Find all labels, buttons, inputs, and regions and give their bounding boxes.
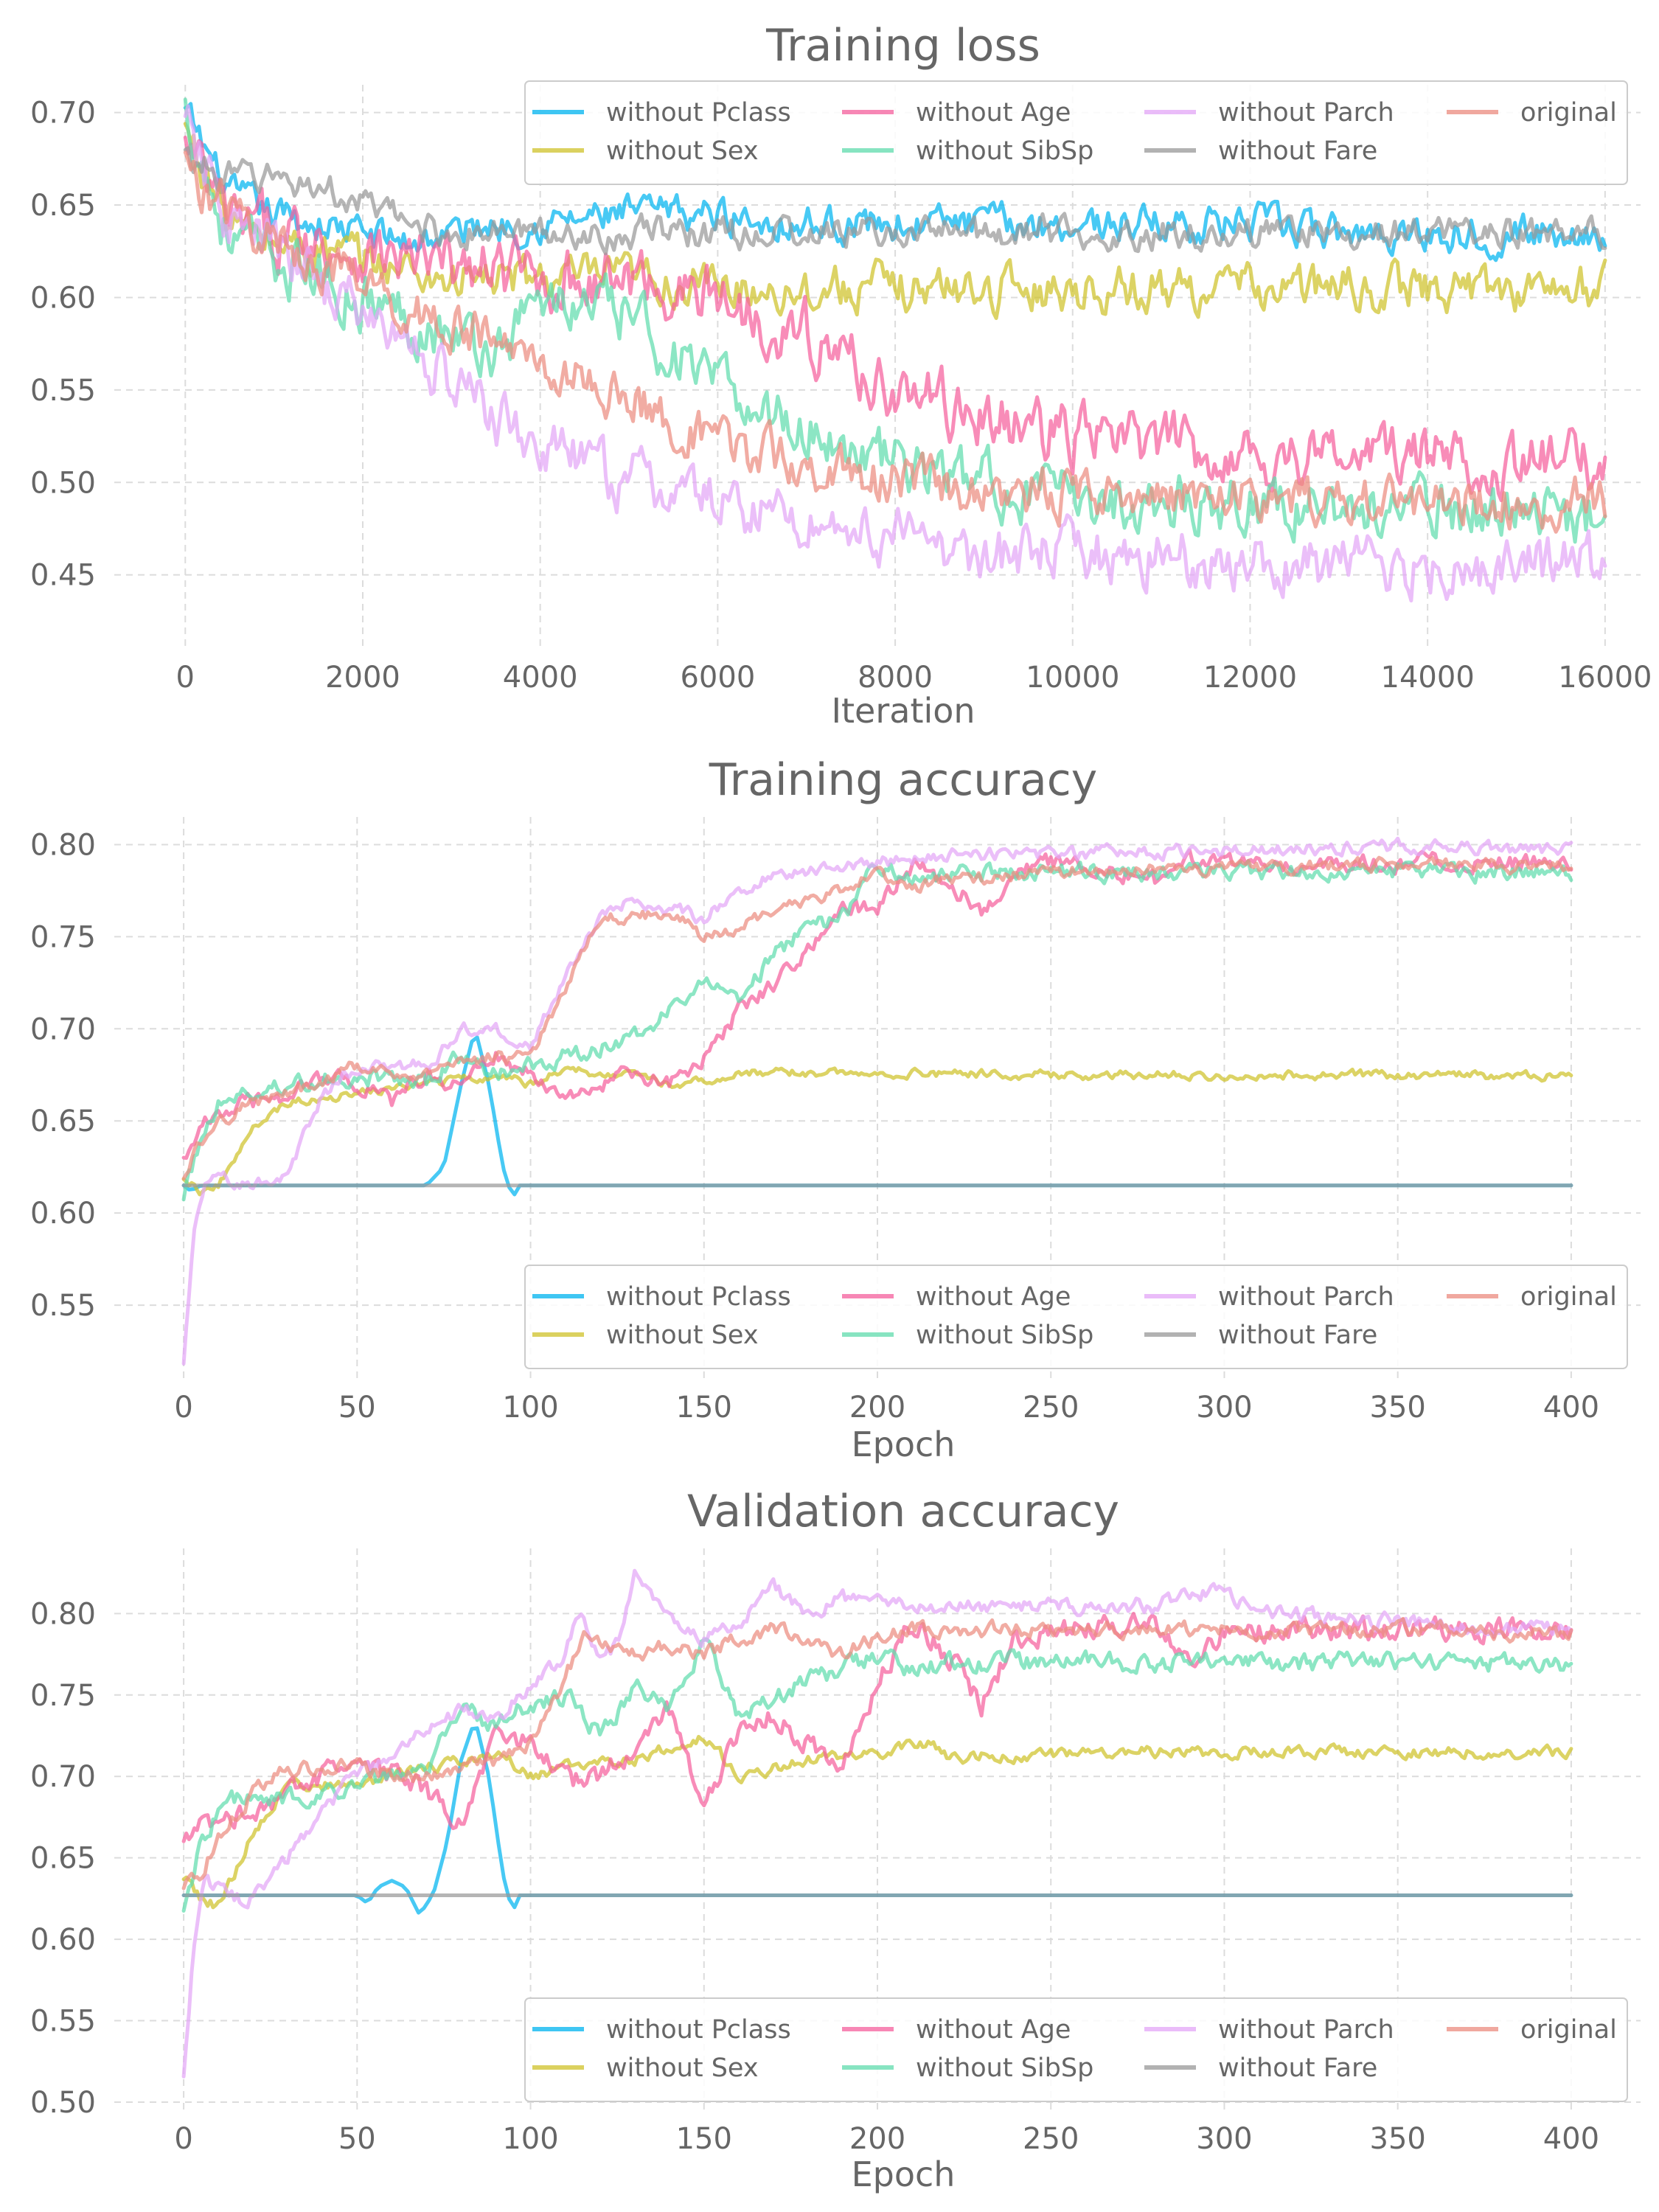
x-tick-label: 100 xyxy=(502,2122,558,2156)
x-tick-label: 400 xyxy=(1543,2122,1599,2156)
legend-label: without Age xyxy=(916,1282,1071,1312)
x-tick-label: 250 xyxy=(1023,2122,1079,2156)
legend-label: original xyxy=(1520,1282,1617,1312)
y-tick-label: 0.55 xyxy=(30,374,96,408)
x-tick-label: 200 xyxy=(849,2122,905,2156)
subplot-3: 0 50 100 150 200 250 300 350 400 0.50 0.55 0.60 0.65… xyxy=(30,1486,1641,2194)
x-tick-label: 300 xyxy=(1196,2122,1252,2156)
y-tick-label: 0.50 xyxy=(30,466,96,500)
x-tick-label: 16000 xyxy=(1558,661,1652,695)
legend-label: without Pclass xyxy=(606,2015,791,2045)
x-tick-label: 0 xyxy=(174,1391,192,1425)
x-tick-label: 300 xyxy=(1196,1391,1252,1425)
legend-label: without Pclass xyxy=(606,98,791,128)
legend-box xyxy=(524,80,1628,185)
y-tick-label: 0.50 xyxy=(30,2086,96,2120)
series-line-original xyxy=(181,855,1573,1180)
legend-label: without Parch xyxy=(1218,2015,1394,2045)
y-tick-label: 0.80 xyxy=(30,828,96,862)
series-line-without-sex xyxy=(183,122,1607,320)
x-tick-label: 150 xyxy=(676,2122,732,2156)
chart-title: Training loss xyxy=(765,20,1040,72)
legend-label: without Fare xyxy=(1218,2053,1377,2083)
x-tick-label: 200 xyxy=(849,1391,905,1425)
legend-label: without Age xyxy=(916,2015,1071,2045)
legend-label: without Sex xyxy=(606,2053,759,2083)
x-axis-label: Epoch xyxy=(852,2154,956,2194)
x-axis-label: Iteration xyxy=(831,691,975,731)
y-tick-label: 0.75 xyxy=(30,920,96,954)
legend-label: without SibSp xyxy=(916,136,1093,166)
x-tick-label: 50 xyxy=(338,1391,376,1425)
series-line-without-sibsp xyxy=(181,1637,1573,1913)
y-tick-label: 0.55 xyxy=(30,1289,96,1323)
x-tick-label: 12000 xyxy=(1203,661,1297,695)
series-line-without-parch xyxy=(183,104,1607,603)
x-tick-label: 10000 xyxy=(1026,661,1119,695)
series-line-without-parch xyxy=(181,1568,1573,2079)
x-tick-label: 350 xyxy=(1370,1391,1426,1425)
x-tick-label: 50 xyxy=(338,2122,376,2156)
legend-label: original xyxy=(1520,98,1617,128)
chart-title: Validation accuracy xyxy=(687,1486,1119,1537)
y-tick-label: 0.45 xyxy=(30,559,96,593)
x-tick-label: 8000 xyxy=(858,661,933,695)
y-tick-label: 0.75 xyxy=(30,1679,96,1713)
x-axis-label: Epoch xyxy=(852,1425,956,1464)
legend-label: without Sex xyxy=(606,136,759,166)
legend: without Pclass without Sex without Age with… xyxy=(524,1997,1628,2102)
y-tick-label: 0.55 xyxy=(30,2005,96,2039)
chart-title: Training accuracy xyxy=(709,754,1098,806)
series-line-original xyxy=(183,150,1607,534)
x-tick-label: 4000 xyxy=(503,661,578,695)
legend: without Pclass without Sex without Age with… xyxy=(524,1265,1628,1369)
x-tick-label: 14000 xyxy=(1381,661,1475,695)
y-tick-label: 0.60 xyxy=(30,281,96,315)
legend-label: original xyxy=(1520,2015,1617,2045)
legend: without Pclass without Sex without Age with… xyxy=(524,80,1628,185)
series-line-without-fare xyxy=(183,146,1607,256)
y-tick-label: 0.60 xyxy=(30,1923,96,1957)
x-tick-label: 0 xyxy=(176,661,195,695)
legend-label: without Parch xyxy=(1218,1282,1394,1312)
x-tick-label: 100 xyxy=(502,1391,558,1425)
y-tick-label: 0.65 xyxy=(30,1105,96,1138)
series-line-original xyxy=(181,1617,1573,1891)
y-tick-label: 0.60 xyxy=(30,1197,96,1231)
legend-label: without Pclass xyxy=(606,1282,791,1312)
y-tick-label: 0.70 xyxy=(30,97,96,131)
legend-label: without SibSp xyxy=(916,1321,1093,1350)
legend-label: without Parch xyxy=(1218,98,1394,128)
x-tick-label: 6000 xyxy=(680,661,755,695)
series-line-without-parch xyxy=(181,836,1573,1366)
x-tick-label: 0 xyxy=(174,2122,192,2156)
subplot-2: 0 50 100 150 200 250 300 350 400 0.55 0.60 0.65 0.70… xyxy=(30,754,1641,1464)
y-tick-label: 0.65 xyxy=(30,189,96,223)
legend-label: without Age xyxy=(916,98,1071,128)
legend-label: without Sex xyxy=(606,1321,759,1350)
x-tick-label: 150 xyxy=(676,1391,732,1425)
x-tick-label: 2000 xyxy=(325,661,400,695)
y-tick-label: 0.70 xyxy=(30,1012,96,1046)
legend-label: without Fare xyxy=(1218,1321,1377,1350)
subplot-1: 0 2000 4000 6000 8000 10000 12000 14000 16000 0.4… xyxy=(30,20,1652,731)
y-tick-label: 0.70 xyxy=(30,1760,96,1794)
x-tick-label: 350 xyxy=(1370,2122,1426,2156)
legend-box xyxy=(524,1265,1628,1369)
legend-box xyxy=(524,1997,1628,2102)
x-tick-label: 250 xyxy=(1023,1391,1079,1425)
y-tick-label: 0.65 xyxy=(30,1842,96,1876)
y-tick-label: 0.80 xyxy=(30,1597,96,1631)
legend-label: without SibSp xyxy=(916,2053,1093,2083)
legend-label: without Fare xyxy=(1218,136,1377,166)
x-tick-label: 400 xyxy=(1543,1391,1599,1425)
